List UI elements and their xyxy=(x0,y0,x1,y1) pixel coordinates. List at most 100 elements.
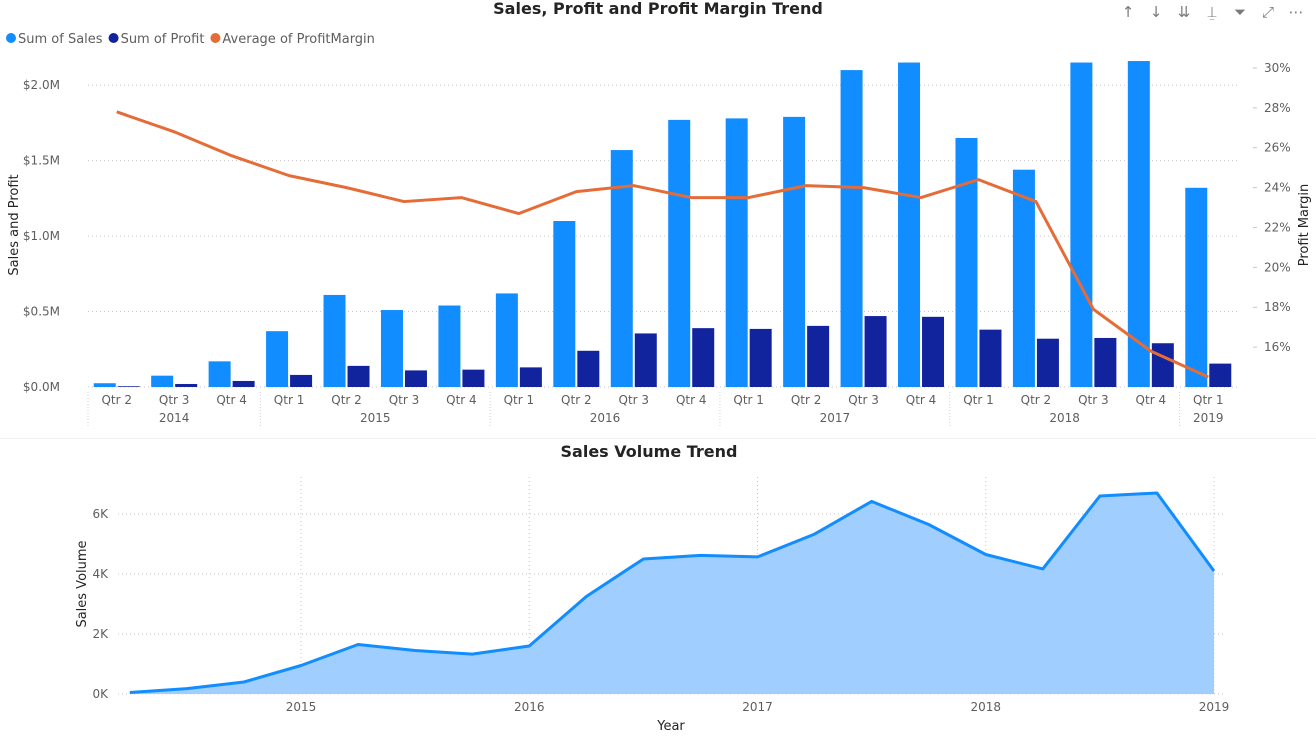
bar-sales[interactable] xyxy=(1185,187,1208,387)
year-label: 2014 xyxy=(159,411,190,425)
y-tick-label: 6K xyxy=(92,507,109,521)
bar-profit[interactable] xyxy=(232,380,255,387)
y2-tick-label: 18% xyxy=(1264,300,1291,314)
bar-profit[interactable] xyxy=(692,328,715,387)
legend-marker-0[interactable] xyxy=(6,33,16,43)
bar-profit[interactable] xyxy=(347,365,370,387)
bar-sales[interactable] xyxy=(668,119,691,388)
y2-tick-label: 26% xyxy=(1264,141,1291,155)
bar-profit[interactable] xyxy=(175,383,198,387)
bar-profit[interactable] xyxy=(1209,363,1232,387)
bar-sales[interactable] xyxy=(898,62,921,387)
bar-sales[interactable] xyxy=(1070,62,1093,387)
bar-profit[interactable] xyxy=(404,370,427,387)
legend-marker-1[interactable] xyxy=(108,33,119,43)
bar-profit[interactable] xyxy=(117,386,140,387)
y-tick-label: $0.0M xyxy=(23,380,60,394)
profit-margin-line[interactable] xyxy=(116,110,1209,379)
x-tick-label: 2015 xyxy=(286,700,317,714)
filter-icon[interactable]: ⏷ xyxy=(1233,3,1246,21)
chart-title: Sales, Profit and Profit Margin Trend xyxy=(493,0,823,18)
year-label: 2015 xyxy=(360,411,391,425)
x-tick-label: Qtr 2 xyxy=(561,393,592,407)
bar-profit[interactable] xyxy=(462,369,485,387)
sales-volume-line[interactable] xyxy=(129,491,1216,694)
bar-sales[interactable] xyxy=(725,118,748,387)
more-options-icon[interactable]: ⋯ xyxy=(1288,3,1304,21)
y-tick-label: 0K xyxy=(92,687,109,701)
bar-sales[interactable] xyxy=(955,138,978,387)
bar-profit[interactable] xyxy=(922,316,945,387)
bar-sales[interactable] xyxy=(151,375,174,387)
bar-sales[interactable] xyxy=(1127,61,1150,387)
bar-sales[interactable] xyxy=(380,310,403,387)
x-tick-label: Qtr 3 xyxy=(848,393,879,407)
chart-title: Sales Volume Trend xyxy=(561,442,738,461)
y-tick-label: 2K xyxy=(92,627,109,641)
expand-next-level-icon[interactable]: ⇊ xyxy=(1177,3,1191,21)
sales-volume-chart: Sales Volume Trend 0K 2K 4K 6K 2015 2016 2017 20… xyxy=(75,442,1230,734)
bar-profit[interactable] xyxy=(864,316,887,387)
sales-profit-margin-chart: Sales, Profit and Profit Margin Trend Sum… xyxy=(6,0,1312,428)
bar-sales[interactable] xyxy=(495,293,518,387)
bar-profit[interactable] xyxy=(519,367,542,387)
x-tick-label: 2018 xyxy=(970,700,1001,714)
bar-profit[interactable] xyxy=(979,329,1002,387)
bar-profit[interactable] xyxy=(290,374,313,387)
bar-sales[interactable] xyxy=(783,116,806,387)
bar-sales[interactable] xyxy=(1012,169,1035,387)
y2-tick-label: 22% xyxy=(1264,220,1291,234)
legend-label-0[interactable]: Sum of Sales xyxy=(18,32,103,47)
sales-profit-margin-visual: Sales, Profit and Profit Margin Trend Sum… xyxy=(6,0,1312,428)
y-tick-label: $1.5M xyxy=(23,154,60,168)
drill-down-icon[interactable]: ↓ xyxy=(1149,3,1163,21)
sales-volume-area[interactable] xyxy=(129,493,1214,694)
y2-tick-label: 28% xyxy=(1264,101,1291,115)
x-tick-label: Qtr 3 xyxy=(1078,393,1109,407)
x-tick-label: Qtr 4 xyxy=(906,393,937,407)
x-tick-label: Qtr 2 xyxy=(1021,393,1052,407)
y2-tick-label: 30% xyxy=(1264,61,1291,75)
legend-label-2[interactable]: Average of ProfitMargin xyxy=(222,32,375,47)
year-label: 2019 xyxy=(1193,411,1224,425)
x-tick-label: Qtr 1 xyxy=(274,393,305,407)
bar-sales[interactable] xyxy=(438,305,461,387)
x-tick-label: Qtr 3 xyxy=(389,393,420,407)
x-axis-title: Year xyxy=(656,719,685,734)
bar-sales[interactable] xyxy=(208,361,231,387)
x-tick-label: Qtr 1 xyxy=(504,393,535,407)
x-tick-label: 2019 xyxy=(1199,700,1230,714)
bar-sales[interactable] xyxy=(610,150,633,387)
bar-sales[interactable] xyxy=(93,383,116,387)
x-tick-label: Qtr 1 xyxy=(1193,393,1224,407)
bar-profit[interactable] xyxy=(1036,338,1059,387)
x-tick-label: Qtr 1 xyxy=(963,393,994,407)
bar-profit[interactable] xyxy=(1151,343,1174,387)
x-tick-label: Qtr 4 xyxy=(446,393,477,407)
bar-sales[interactable] xyxy=(553,221,576,387)
bar-profit[interactable] xyxy=(749,328,772,387)
bar-profit[interactable] xyxy=(807,325,830,387)
bar-sales[interactable] xyxy=(840,70,863,387)
bar-profit[interactable] xyxy=(577,350,600,387)
expand-hierarchy-icon[interactable]: ⍊ xyxy=(1207,3,1217,21)
drill-up-icon[interactable]: ↑ xyxy=(1121,3,1135,21)
x-tick-label: 2017 xyxy=(742,700,773,714)
legend-label-1[interactable]: Sum of Profit xyxy=(121,32,205,47)
focus-mode-icon[interactable]: ⤢ xyxy=(1261,3,1274,21)
y2-tick-label: 16% xyxy=(1264,340,1291,354)
bar-sales[interactable] xyxy=(266,331,289,387)
year-label: 2016 xyxy=(590,411,621,425)
y-axis-title: Sales and Profit xyxy=(7,174,22,275)
x-tick-label: Qtr 4 xyxy=(216,393,247,407)
bar-profit[interactable] xyxy=(634,333,657,387)
y2-tick-label: 20% xyxy=(1264,260,1291,274)
y2-axis-title: Profit Margin xyxy=(1297,184,1312,266)
x-tick-label: Qtr 2 xyxy=(101,393,132,407)
bar-sales[interactable] xyxy=(323,294,346,387)
x-tick-label: 2016 xyxy=(514,700,545,714)
bar-profit[interactable] xyxy=(1094,337,1117,387)
y-tick-label: $2.0M xyxy=(23,78,60,92)
legend-marker-2[interactable] xyxy=(210,33,221,43)
x-tick-label: Qtr 4 xyxy=(1136,393,1167,407)
